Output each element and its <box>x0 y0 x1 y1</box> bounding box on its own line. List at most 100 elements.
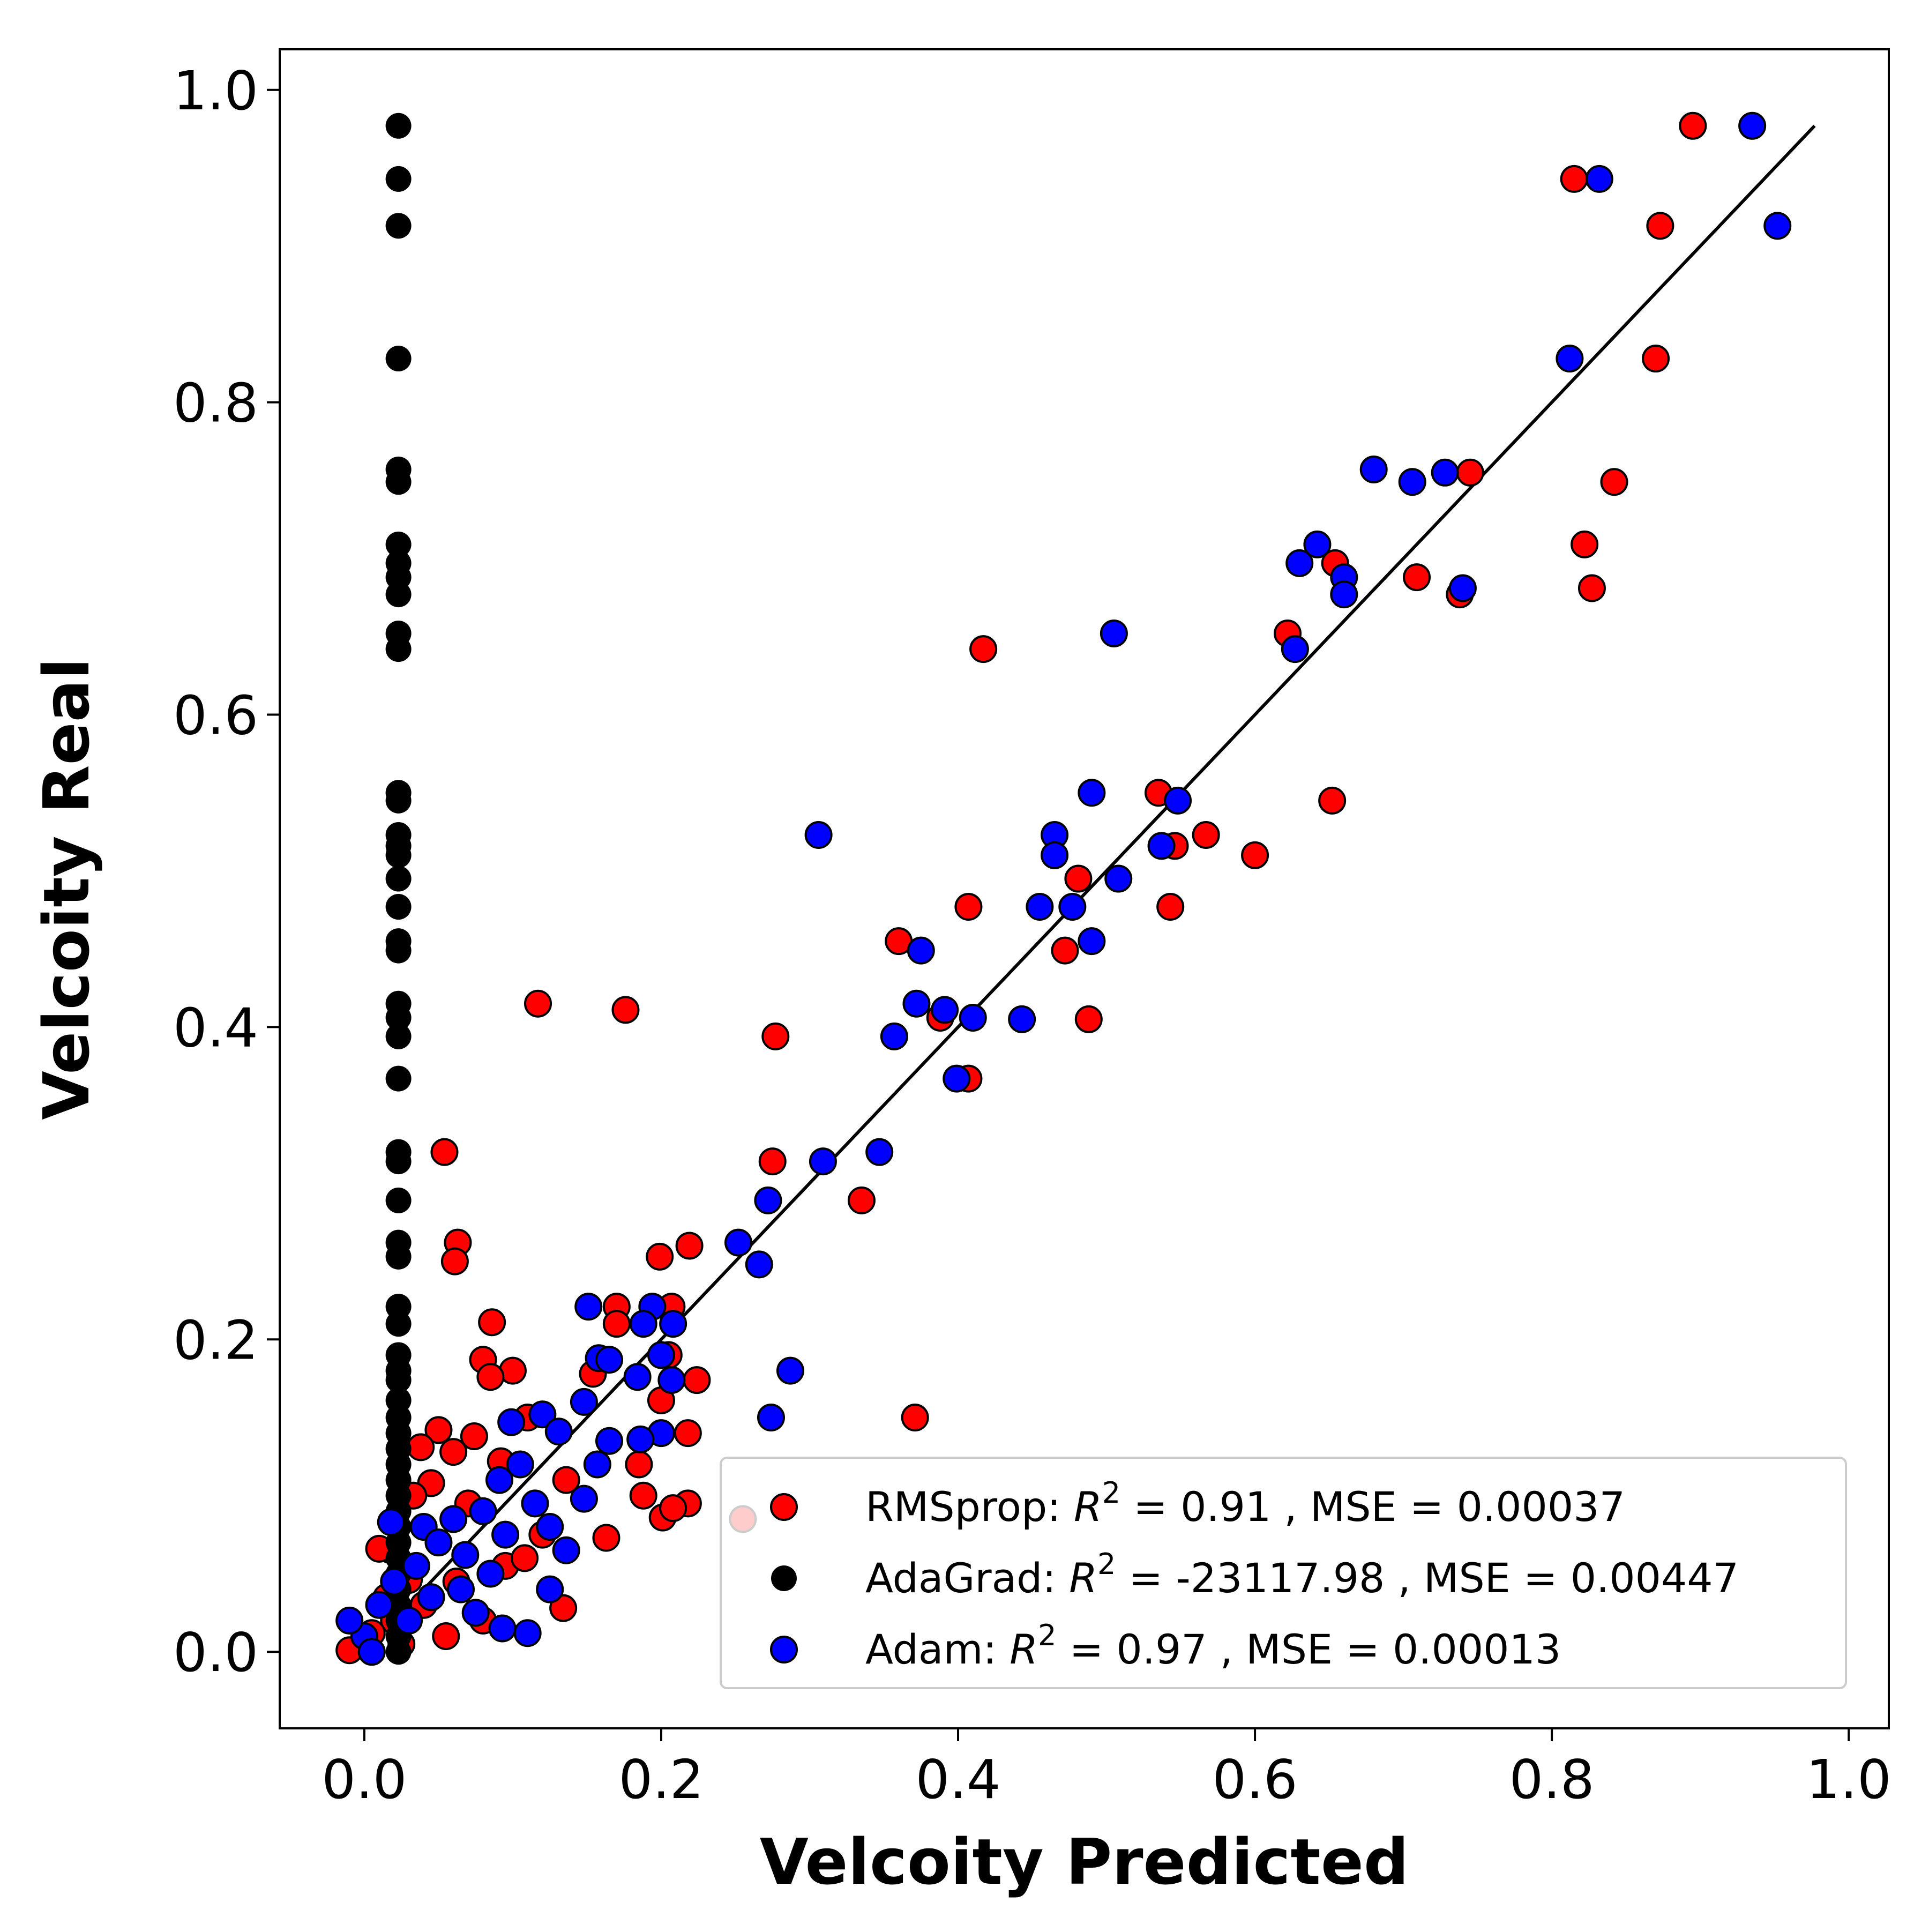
data-point <box>646 1242 674 1271</box>
data-point <box>758 1147 787 1176</box>
legend-entry-adagrad: AdaGrad: R2 = -23117.98 , MSE = 0.00447 <box>771 1547 1739 1602</box>
data-point <box>439 1505 468 1533</box>
data-point <box>395 1606 423 1635</box>
data-point <box>583 1450 611 1479</box>
data-point <box>385 787 412 814</box>
data-point <box>1431 458 1459 487</box>
data-point <box>385 1004 412 1031</box>
data-point <box>385 1311 412 1337</box>
data-point <box>1164 786 1192 815</box>
data-point <box>385 842 412 868</box>
data-point <box>570 1485 598 1513</box>
data-point <box>623 1363 652 1391</box>
data-point <box>469 1497 497 1525</box>
reference-line <box>363 124 1816 1653</box>
data-point <box>377 1508 405 1536</box>
data-point <box>385 166 412 192</box>
y-tick-label: 0.8 <box>173 372 258 435</box>
data-point <box>1192 820 1220 849</box>
data-point <box>488 1614 517 1643</box>
data-point <box>385 1639 412 1665</box>
data-point <box>1074 1005 1103 1033</box>
x-tick-label: 1.0 <box>1806 1748 1891 1811</box>
data-point <box>1281 635 1309 663</box>
data-point <box>385 113 412 139</box>
data-point <box>625 1450 653 1479</box>
legend: RMSprop: R2 = 0.91 , MSE = 0.00037 AdaGra… <box>720 1457 1847 1689</box>
data-point <box>506 1450 534 1479</box>
data-point <box>592 1524 620 1552</box>
x-tick-label: 0.0 <box>322 1748 407 1811</box>
plot-area <box>335 111 1816 1666</box>
legend-label: Adam: R2 = 0.97 , MSE = 0.00013 <box>865 1618 1561 1673</box>
data-point <box>478 1308 506 1337</box>
data-point <box>430 1138 459 1166</box>
data-point <box>1241 841 1269 869</box>
data-point <box>432 1622 460 1651</box>
data-point <box>901 1404 929 1432</box>
data-point <box>385 636 412 662</box>
data-point <box>647 1341 675 1369</box>
data-point <box>1008 1005 1036 1033</box>
y-axis-label: Velcoity Real <box>29 658 103 1120</box>
data-point <box>943 1064 971 1093</box>
data-point <box>385 937 412 964</box>
data-point <box>439 1438 468 1466</box>
data-point <box>1100 619 1128 647</box>
data-point <box>1398 468 1426 496</box>
data-point <box>809 1147 837 1176</box>
data-point <box>804 820 833 849</box>
data-point <box>907 936 935 965</box>
data-point <box>385 531 412 557</box>
data-point <box>776 1356 804 1385</box>
y-tick-label: 0.0 <box>173 1621 258 1684</box>
data-point <box>385 1187 412 1213</box>
data-point <box>1600 468 1628 496</box>
data-point <box>528 1400 557 1429</box>
data-point <box>1585 165 1613 193</box>
data-point <box>497 1408 526 1436</box>
data-point <box>335 1606 364 1635</box>
legend-marker <box>770 1493 798 1521</box>
legend-label: AdaGrad: R2 = -23117.98 , MSE = 0.00447 <box>865 1547 1739 1602</box>
data-point <box>675 1232 704 1260</box>
data-point <box>549 1594 578 1622</box>
data-point <box>1078 779 1106 807</box>
legend-entry-adam: Adam: R2 = 0.97 , MSE = 0.00013 <box>770 1618 1561 1673</box>
data-point <box>595 1346 624 1374</box>
y-tick-label: 1.0 <box>173 59 258 122</box>
data-point <box>385 1065 412 1092</box>
x-tick-label: 0.6 <box>1213 1748 1298 1811</box>
data-point <box>1058 893 1087 921</box>
data-point <box>931 996 959 1024</box>
data-point <box>524 989 552 1018</box>
data-point <box>385 1023 412 1049</box>
data-point <box>536 1513 564 1541</box>
data-point <box>385 866 412 892</box>
data-point <box>1026 893 1054 921</box>
data-point <box>969 635 998 663</box>
data-point <box>954 893 983 921</box>
data-point <box>407 1433 435 1461</box>
data-point <box>602 1310 631 1338</box>
data-point <box>385 1367 412 1393</box>
data-point <box>1556 345 1584 373</box>
legend-label: RMSprop: R2 = 0.91 , MSE = 0.00037 <box>865 1476 1625 1531</box>
data-point <box>1448 574 1477 602</box>
data-point <box>659 1494 687 1523</box>
x-tick-label: 0.4 <box>916 1748 1001 1811</box>
data-point <box>683 1366 711 1394</box>
data-point <box>1104 864 1133 893</box>
axis-ticks: 0.0 0.2 0.4 0.6 0.8 1.0 0.0 0.2 0.4 0.6 0.8 1.0 <box>173 59 1891 1811</box>
data-point <box>1763 212 1792 240</box>
data-point <box>552 1466 580 1494</box>
data-point <box>424 1528 453 1557</box>
data-point <box>674 1419 702 1448</box>
legend-marker <box>771 1565 797 1591</box>
y-tick-label: 0.2 <box>173 1309 258 1371</box>
data-point <box>1642 345 1670 373</box>
data-point <box>1456 458 1484 487</box>
y-tick-label: 0.6 <box>173 684 258 747</box>
